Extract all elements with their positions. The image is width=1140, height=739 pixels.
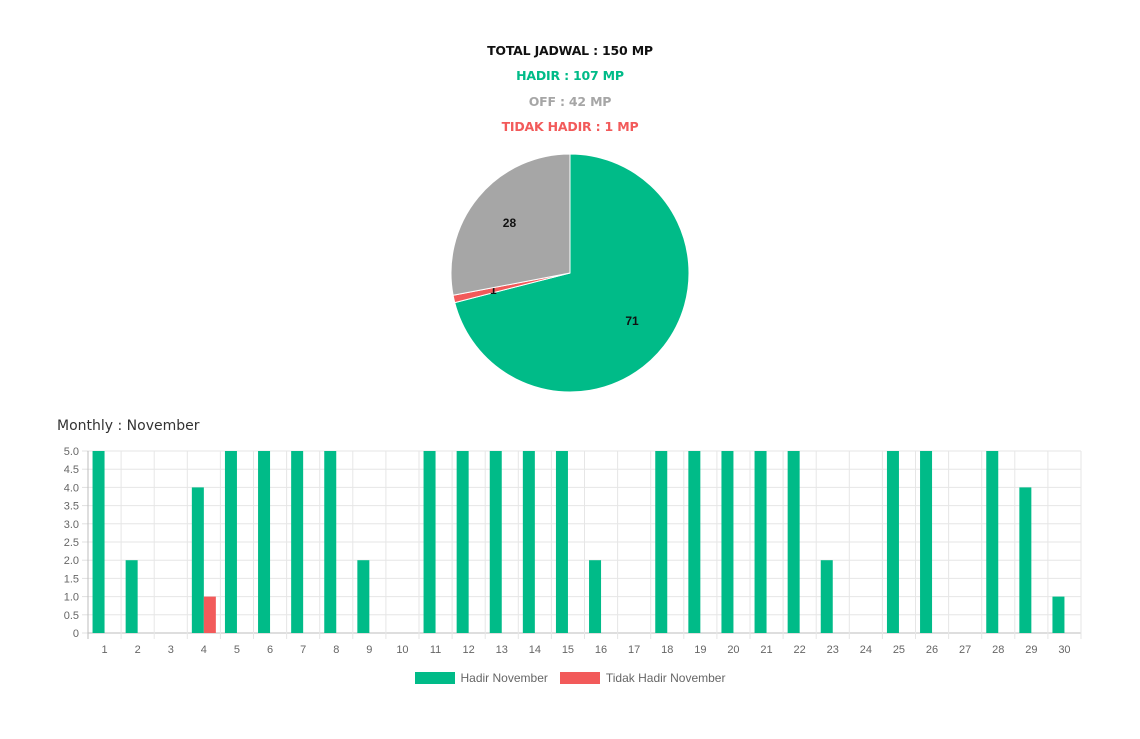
- legend-item-hadir[interactable]: Hadir November: [414, 671, 548, 685]
- x-tick-label: 1: [101, 644, 107, 656]
- x-tick-label: 12: [463, 644, 475, 656]
- x-tick-label: 17: [628, 644, 640, 656]
- attendance-pie-chart: 71 1 28: [450, 153, 690, 393]
- bar[interactable]: [522, 451, 535, 633]
- x-tick-label: 24: [860, 644, 872, 656]
- bar[interactable]: [787, 451, 800, 633]
- x-tick-label: 9: [366, 644, 372, 656]
- y-tick-label: 4.5: [64, 464, 79, 476]
- y-tick-label: 3.0: [64, 519, 79, 531]
- legend-swatch-hadir: [414, 672, 455, 684]
- x-tick-label: 16: [595, 644, 607, 656]
- x-tick-label: 8: [333, 644, 339, 656]
- legend-swatch-tidak-hadir: [559, 672, 600, 684]
- absent-label: TIDAK HADIR : 1 MP: [501, 119, 639, 134]
- x-tick-label: 3: [168, 644, 174, 656]
- bar[interactable]: [886, 451, 899, 633]
- x-tick-label: 29: [1025, 644, 1037, 656]
- x-tick-label: 2: [135, 644, 141, 656]
- monthly-chart-title: Monthly : November: [57, 418, 200, 434]
- bar[interactable]: [191, 487, 204, 633]
- pie-slice[interactable]: [454, 153, 690, 393]
- x-tick-label: 26: [926, 644, 938, 656]
- bar[interactable]: [555, 451, 568, 633]
- legend-item-tidak-hadir[interactable]: Tidak Hadir November: [559, 671, 726, 685]
- pie-slice-label: 1: [490, 283, 497, 297]
- x-tick-label: 23: [827, 644, 839, 656]
- y-tick-label: 2.0: [64, 555, 79, 567]
- bar[interactable]: [203, 596, 216, 633]
- bar[interactable]: [1019, 487, 1032, 633]
- bar[interactable]: [589, 560, 602, 633]
- x-tick-label: 15: [562, 644, 574, 656]
- y-tick-label: 5.0: [64, 446, 79, 458]
- bar[interactable]: [423, 451, 436, 633]
- bar[interactable]: [655, 451, 668, 633]
- x-tick-label: 19: [694, 644, 706, 656]
- y-tick-label: 3.5: [64, 501, 79, 513]
- legend-label-hadir: Hadir November: [460, 671, 548, 685]
- y-tick-label: 4.0: [64, 482, 79, 494]
- x-tick-label: 10: [396, 644, 408, 656]
- off-label: OFF : 42 MP: [528, 94, 612, 109]
- pie-slice[interactable]: [450, 153, 571, 296]
- x-tick-label: 4: [201, 644, 207, 656]
- x-tick-label: 21: [760, 644, 772, 656]
- x-tick-label: 22: [794, 644, 806, 656]
- x-tick-label: 18: [661, 644, 673, 656]
- bar[interactable]: [688, 451, 701, 633]
- x-tick-label: 7: [300, 644, 306, 656]
- bar[interactable]: [357, 560, 370, 633]
- x-tick-label: 5: [234, 644, 240, 656]
- chart-legend: Hadir November Tidak Hadir November: [0, 671, 1140, 685]
- x-tick-label: 13: [496, 644, 508, 656]
- y-tick-label: 1.5: [64, 573, 79, 585]
- present-label: HADIR : 107 MP: [516, 68, 624, 83]
- bar[interactable]: [754, 451, 767, 633]
- bar[interactable]: [1052, 596, 1065, 633]
- y-tick-label: 0: [73, 628, 79, 640]
- x-tick-label: 28: [992, 644, 1004, 656]
- bar[interactable]: [324, 451, 337, 633]
- bar[interactable]: [456, 451, 469, 633]
- x-tick-label: 27: [959, 644, 971, 656]
- legend-label-tidak-hadir: Tidak Hadir November: [605, 671, 726, 685]
- bar[interactable]: [125, 560, 138, 633]
- bar[interactable]: [258, 451, 271, 633]
- pie-slice-label: 28: [503, 216, 517, 230]
- bar[interactable]: [986, 451, 999, 633]
- y-tick-label: 2.5: [64, 537, 79, 549]
- x-tick-label: 20: [727, 644, 739, 656]
- x-tick-label: 14: [529, 644, 541, 656]
- x-tick-label: 6: [267, 644, 273, 656]
- y-tick-label: 0.5: [64, 610, 79, 622]
- bar[interactable]: [721, 451, 734, 633]
- bar[interactable]: [291, 451, 304, 633]
- x-tick-label: 30: [1058, 644, 1070, 656]
- bar[interactable]: [920, 451, 933, 633]
- bar[interactable]: [820, 560, 833, 633]
- x-tick-label: 11: [430, 644, 441, 656]
- y-tick-label: 1.0: [64, 592, 79, 604]
- bar[interactable]: [224, 451, 237, 633]
- bar[interactable]: [92, 451, 105, 633]
- x-tick-label: 25: [893, 644, 905, 656]
- total-schedule-label: TOTAL JADWAL : 150 MP: [487, 43, 653, 58]
- bar[interactable]: [489, 451, 502, 633]
- pie-slice-label: 71: [625, 314, 639, 328]
